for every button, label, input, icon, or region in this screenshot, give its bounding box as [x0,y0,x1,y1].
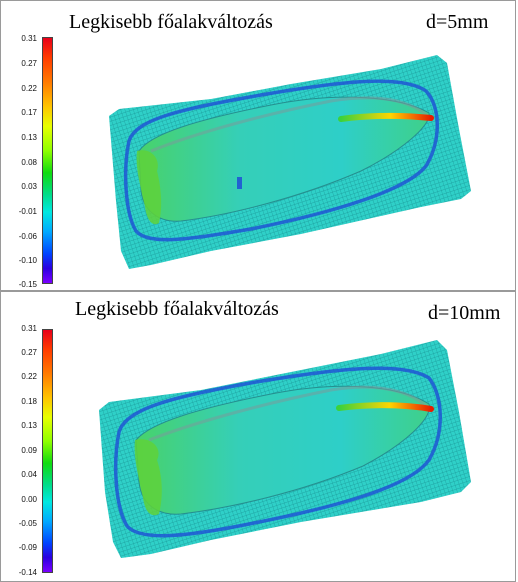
color-scale-bar [42,329,53,573]
scale-tick: -0.01 [18,207,37,216]
scale-tick: 0.22 [21,84,37,93]
scale-tick: -0.14 [18,568,37,577]
panel-title: Legkisebb főalakváltozás [75,298,279,320]
panel-title: Legkisebb főalakváltozás [69,11,273,33]
scale-tick: -0.06 [18,232,37,241]
scale-tick: 0.00 [21,495,37,504]
strain-panel-d10: Legkisebb főalakváltozás d=10mm 0.31 0.2… [0,291,516,582]
high-strain-zone [336,402,434,412]
d-label: d=10mm [428,302,501,324]
scale-tick: 0.22 [21,372,37,381]
scale-tick: 0.04 [21,470,37,479]
groove-outer [123,79,439,242]
scale-tick: -0.05 [18,519,37,528]
scale-tick: 0.17 [21,108,37,117]
formed-cup [138,96,430,222]
strain-panel-d5: Legkisebb főalakváltozás d=5mm 0.31 0.27… [0,0,516,291]
scale-tick: -0.15 [18,280,37,289]
scale-tick: 0.08 [21,158,37,167]
scale-tick: 0.27 [21,348,37,357]
scale-tick: 0.27 [21,59,37,68]
scale-tick: 0.18 [21,397,37,406]
high-strain-zone [338,112,434,122]
strain-mesh-image [99,340,471,558]
scale-tick: 0.13 [21,133,37,142]
scale-tick: 0.31 [21,34,37,43]
color-scale-bar [42,37,53,284]
scale-tick: 0.31 [21,324,37,333]
groove-outer [114,366,442,538]
corner-strain [136,150,162,225]
scale-tick: 0.03 [21,182,37,191]
scale-tick: -0.10 [18,256,37,265]
strain-mesh-image [109,55,471,269]
scale-tick: 0.13 [21,421,37,430]
d-label: d=5mm [426,11,489,33]
scale-tick: 0.09 [21,446,37,455]
scale-tick: -0.09 [18,543,37,552]
corner-strain [134,439,162,516]
